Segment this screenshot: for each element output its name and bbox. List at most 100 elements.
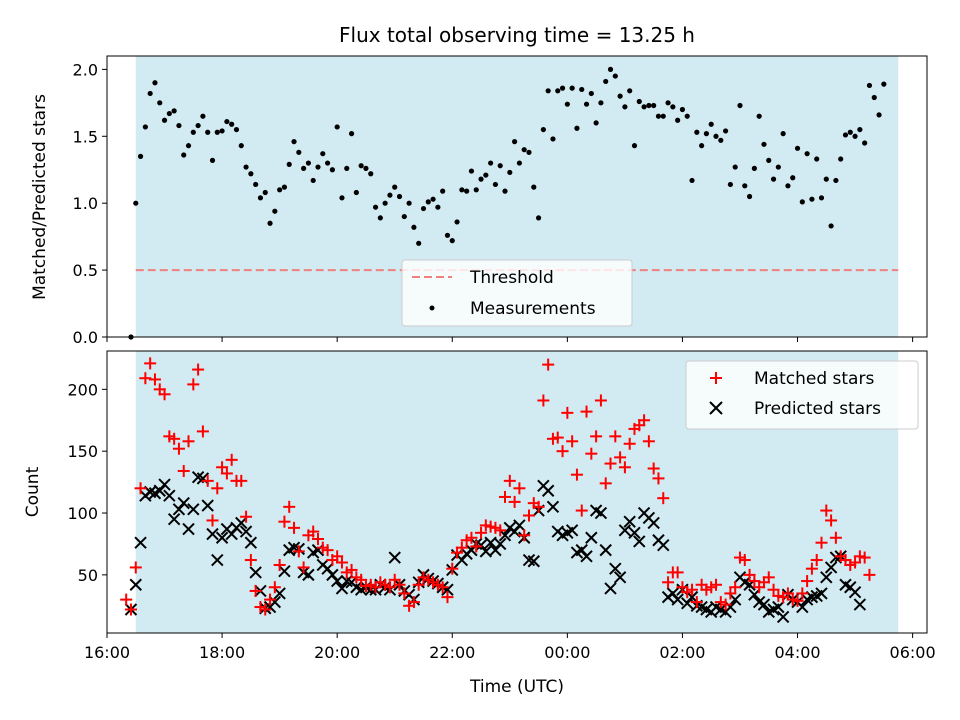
matched-star-marker (383, 581, 396, 594)
matched-star-marker (177, 464, 190, 477)
measurement-point (133, 200, 139, 206)
measurement-point (689, 177, 695, 184)
predicted-star-marker (273, 587, 286, 600)
chart-title: Flux total observing time = 13.25 h (339, 23, 695, 47)
matched-star-marker (259, 603, 272, 616)
matched-star-marker (710, 578, 723, 591)
predicted-star-marker (757, 598, 771, 611)
measurement-point (660, 113, 666, 119)
matched-star-marker (216, 461, 229, 474)
measurement-point (746, 193, 753, 200)
measurement-point (766, 157, 772, 163)
measurement-point (190, 129, 196, 135)
matched-star-marker (292, 545, 305, 558)
matched-star-marker (551, 431, 564, 444)
matched-star-marker (220, 467, 233, 480)
predicted-star-marker (167, 513, 181, 526)
matched-star-marker (623, 437, 636, 450)
measurement-point (444, 232, 451, 238)
measurement-point (809, 196, 815, 202)
measurement-point (286, 161, 292, 167)
predicted-stars-points (124, 470, 867, 624)
measurement-point (157, 100, 163, 106)
measurement-point (871, 94, 877, 101)
measurement-point (780, 131, 786, 137)
predicted-star-marker (848, 585, 862, 599)
predicted-star-marker (541, 484, 555, 497)
matched-star-marker (657, 492, 670, 505)
x-tick-label: 22:00 (429, 643, 475, 662)
measurement-point (464, 188, 470, 194)
measurement-point (483, 172, 489, 178)
measurement-point (468, 168, 475, 174)
matched-star-marker (590, 430, 603, 443)
measurement-point (267, 220, 273, 226)
top-y-tick-label: 0.0 (73, 328, 98, 347)
measurement-point (281, 184, 288, 190)
bottom-y-axis: 50 100 150 200 (67, 380, 107, 585)
matched-star-marker (182, 435, 195, 448)
measurement-point (770, 176, 777, 182)
matched-star-marker (158, 388, 171, 401)
top-y-axis: 0.0 0.5 1.0 1.5 2.0 (73, 60, 107, 347)
predicted-star-marker (239, 525, 253, 538)
predicted-star-marker (546, 500, 560, 514)
predicted-star-marker (244, 536, 258, 549)
matched-star-marker (268, 581, 281, 594)
measurement-point (708, 121, 714, 127)
predicted-star-marker (441, 583, 454, 596)
measurement-point (737, 102, 743, 109)
bottom-y-tick-label: 150 (67, 442, 98, 461)
matched-star-marker (815, 536, 828, 549)
matched-star-marker (288, 521, 301, 534)
matched-star-marker (618, 461, 631, 474)
measurement-point (257, 195, 264, 201)
matched-star-marker (278, 515, 291, 528)
predicted-star-marker (853, 598, 867, 611)
measurement-point (430, 196, 436, 202)
predicted-star-marker (796, 600, 809, 614)
measurement-point (612, 73, 618, 79)
measurement-point (876, 112, 882, 118)
measurement-point (646, 102, 652, 109)
top-y-tick-label: 0.5 (73, 261, 98, 280)
matched-star-marker (580, 405, 593, 418)
predicted-star-marker (163, 489, 176, 502)
measurement-point (238, 143, 244, 149)
measurement-point (459, 187, 465, 193)
matched-star-marker (594, 394, 607, 407)
measurement-point (214, 129, 220, 135)
measurement-point (161, 117, 168, 123)
bottom-legend-box (685, 360, 919, 430)
measurement-point (607, 66, 614, 72)
matched-star-marker (398, 587, 411, 600)
predicted-star-marker (278, 564, 291, 578)
bottom-y-tick-label: 50 (78, 566, 98, 585)
measurement-point (593, 120, 599, 126)
measurement-point (713, 133, 719, 139)
matched-star-marker (863, 568, 876, 581)
measurement-point (775, 164, 781, 170)
matched-star-marker (455, 541, 468, 554)
measurement-point (881, 81, 887, 87)
predicted-star-marker (330, 574, 344, 588)
bottom-panel: 50 100 150 200 16:00 18:00 20:00 22:00 00:00 02:… (23, 350, 936, 697)
measurement-point (372, 204, 379, 210)
measurement-point (320, 151, 326, 157)
measurement-point (387, 192, 393, 198)
predicted-star-marker (311, 543, 325, 557)
top-x-ticks (106, 337, 914, 342)
measurement-point (454, 219, 460, 225)
measurement-point (507, 169, 513, 176)
predicted-star-marker (824, 561, 838, 574)
matched-star-marker (522, 509, 535, 522)
predicted-star-marker (728, 593, 742, 606)
measurement-point (334, 124, 340, 130)
measurement-point (200, 113, 206, 119)
legend-predicted-swatch (709, 401, 723, 415)
measurement-point (420, 205, 427, 212)
measurement-point (823, 176, 829, 182)
matched-star-marker (825, 514, 838, 527)
matched-star-marker (748, 575, 761, 588)
measurement-point (516, 160, 522, 166)
